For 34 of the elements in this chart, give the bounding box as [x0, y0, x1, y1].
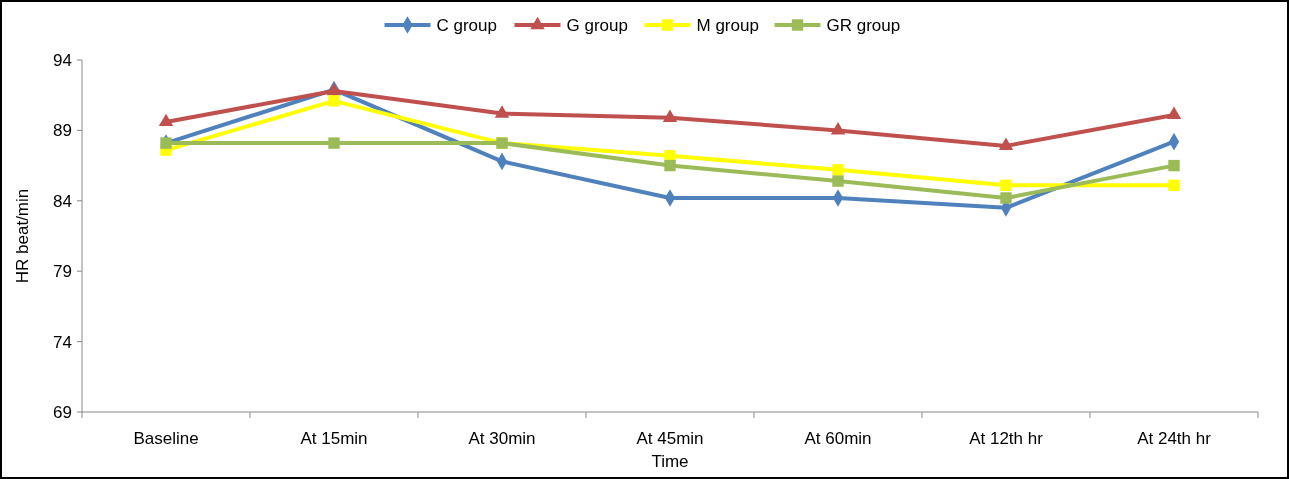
y-axis-title: HR beat/min [13, 188, 32, 284]
y-tick-label: 89 [53, 121, 72, 141]
x-tick-label: At 24th hr [1137, 429, 1212, 448]
point [1168, 179, 1180, 192]
point [664, 159, 676, 172]
point [662, 109, 678, 122]
point [328, 95, 340, 107]
legend-label: C group [436, 15, 497, 35]
legend-label: GR group [826, 15, 901, 35]
point [158, 113, 174, 127]
point [832, 164, 844, 176]
legend-label: M group [696, 15, 759, 35]
x-tick-label: At 12th hr [969, 429, 1044, 448]
x-axis-title: Time [651, 452, 689, 471]
y-tick-label: 69 [53, 402, 72, 422]
point [832, 175, 844, 187]
y-tick-label: 74 [53, 332, 72, 352]
x-tick-label: At 60min [804, 429, 872, 448]
point [1166, 106, 1182, 120]
y-tick-label: 79 [53, 262, 72, 282]
x-tick-label: At 15min [300, 429, 368, 448]
point [998, 137, 1014, 151]
y-tick-label: 84 [53, 191, 72, 211]
point [1000, 192, 1012, 204]
x-tick-label: At 45min [636, 429, 704, 448]
point [830, 122, 846, 135]
point [1000, 179, 1012, 192]
point [328, 137, 340, 149]
y-tick-label: 94 [53, 50, 72, 70]
point [494, 105, 510, 118]
legend-label: G group [566, 15, 628, 35]
point [1168, 159, 1180, 172]
x-tick-label: Baseline [133, 429, 199, 448]
x-tick-label: At 30min [468, 429, 536, 448]
